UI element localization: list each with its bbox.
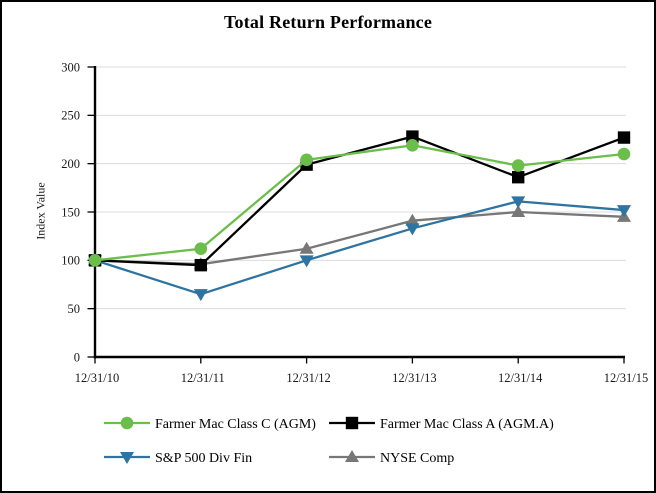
legend-item-farmer-mac-class-a: Farmer Mac Class A (AGM.A) — [328, 415, 554, 435]
y-axis-title: Index Value — [33, 182, 48, 240]
y-tick-label: 50 — [68, 302, 81, 316]
legend-item-sp500-div-fin: S&P 500 Div Fin — [103, 449, 252, 469]
y-tick-label: 300 — [61, 60, 80, 74]
legend-item-nyse-comp: NYSE Comp — [328, 449, 454, 469]
y-tick-label: 100 — [61, 254, 80, 268]
legend-label: S&P 500 Div Fin — [155, 451, 253, 466]
legend-item-farmer-mac-class-c: Farmer Mac Class C (AGM) — [103, 415, 316, 435]
x-tick-label: 12/31/12 — [286, 371, 330, 385]
x-tick-label: 12/31/10 — [75, 371, 119, 385]
legend-marker-square-icon — [328, 413, 376, 438]
series-s-p-500-div-fin — [88, 196, 631, 302]
series-nyse-comp — [88, 205, 631, 270]
legend-label: Farmer Mac Class C (AGM) — [155, 417, 316, 432]
x-tick-label: 12/31/14 — [498, 371, 543, 385]
series-farmer-mac-class-c-agm — [88, 139, 631, 267]
x-tick-label: 12/31/13 — [392, 371, 436, 385]
y-tick-label: 0 — [74, 350, 80, 364]
y-tick-label: 200 — [61, 157, 80, 171]
legend-label: Farmer Mac Class A (AGM.A) — [380, 417, 554, 432]
y-tick-label: 150 — [61, 205, 80, 219]
x-tick-label: 12/31/11 — [181, 371, 225, 385]
chart-title: Total Return Performance — [223, 12, 433, 32]
legend-marker-circle-icon — [103, 413, 151, 438]
series-farmer-mac-class-a-agm-a — [88, 130, 631, 272]
x-tick-label: 12/31/15 — [604, 371, 648, 385]
legend-marker-triangle-down-icon — [103, 447, 151, 472]
legend-marker-triangle-up-icon — [328, 447, 376, 472]
y-tick-label: 250 — [61, 109, 80, 123]
legend-label: NYSE Comp — [380, 451, 455, 466]
